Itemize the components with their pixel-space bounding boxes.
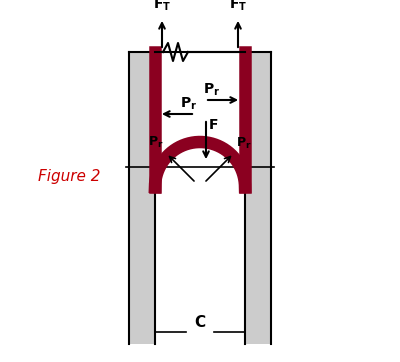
Text: $\mathbf{F}$: $\mathbf{F}$	[208, 118, 218, 132]
Text: $\mathbf{P_r}$: $\mathbf{P_r}$	[180, 96, 197, 112]
Text: Figure 2: Figure 2	[38, 169, 100, 185]
Text: $\mathbf{P_r}$: $\mathbf{P_r}$	[148, 135, 163, 150]
Text: $\mathbf{C}$: $\mathbf{C}$	[194, 314, 206, 330]
Text: $\mathbf{F_T}$: $\mathbf{F_T}$	[153, 0, 171, 13]
Bar	[245, 52, 271, 344]
Bar	[129, 52, 155, 344]
Text: $\mathbf{P_r}$: $\mathbf{P_r}$	[236, 136, 251, 151]
Text: $\mathbf{F_T}$: $\mathbf{F_T}$	[229, 0, 247, 13]
Text: $\mathbf{P_r}$: $\mathbf{P_r}$	[203, 81, 220, 98]
